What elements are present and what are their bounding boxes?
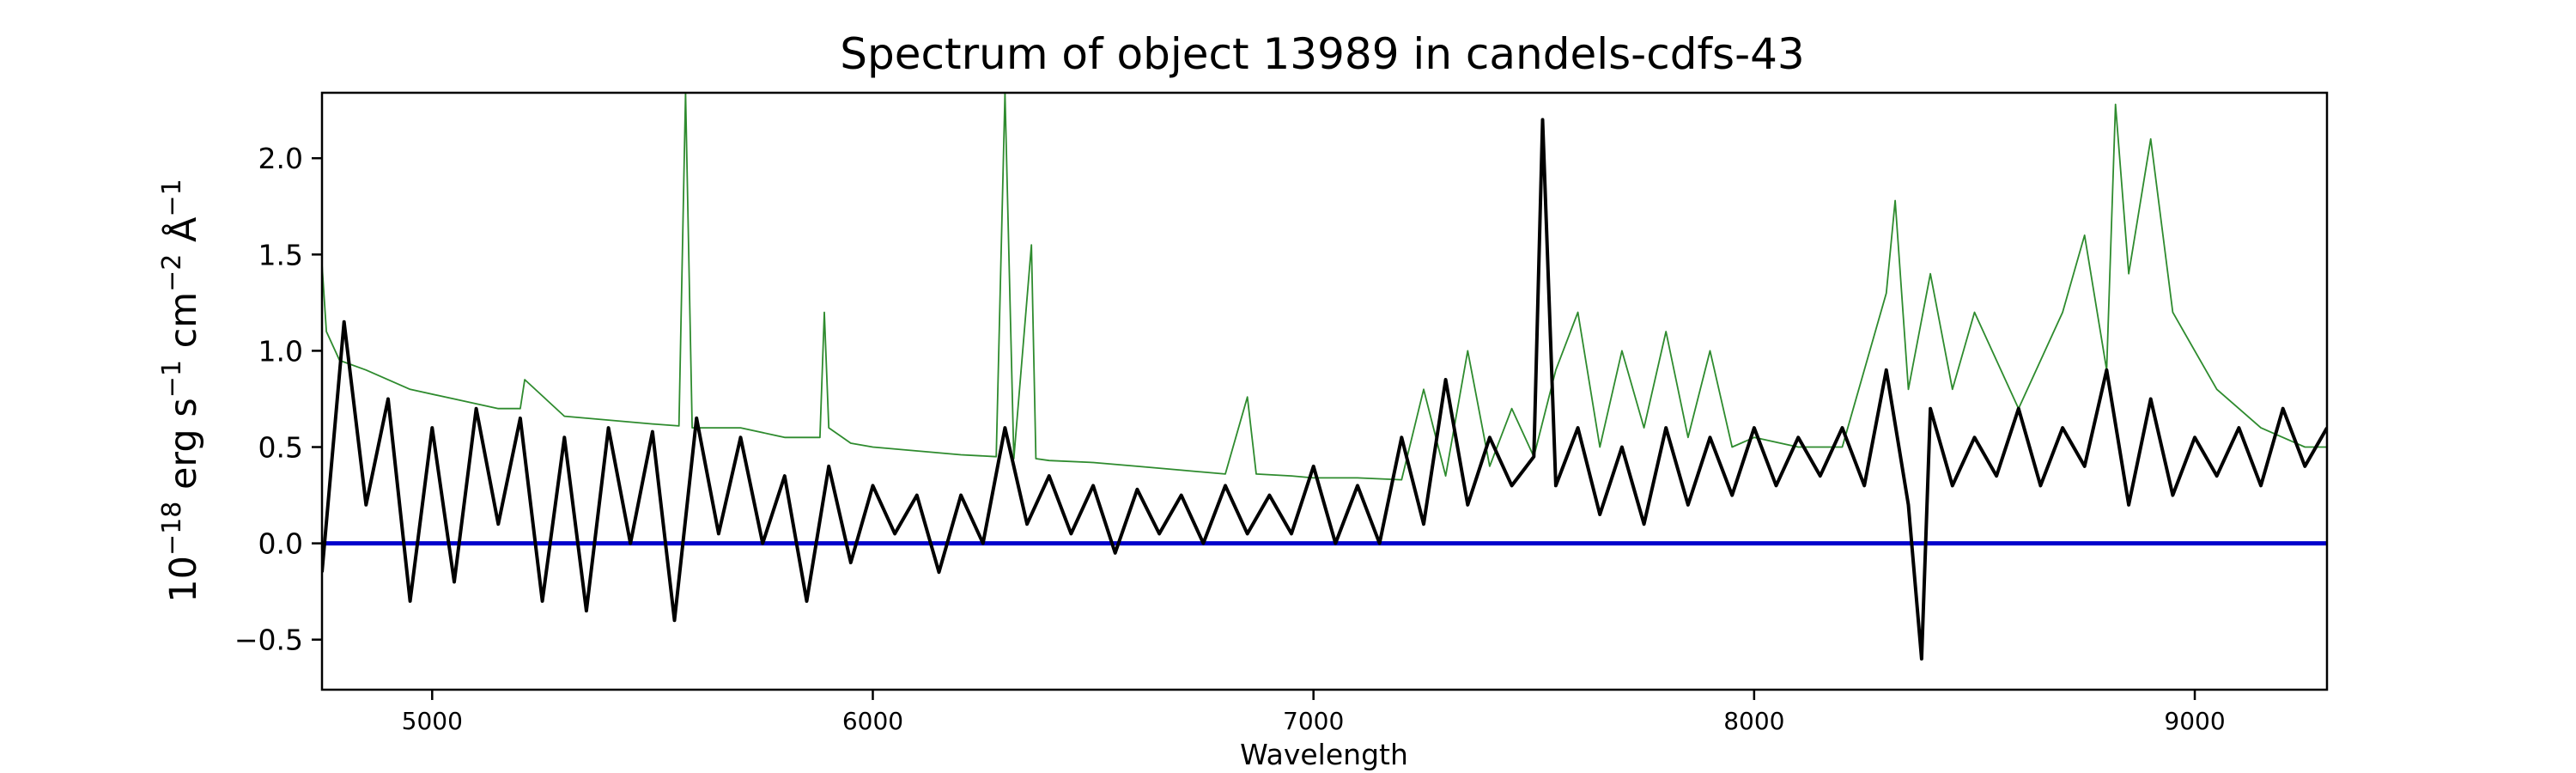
y-tick-label: 2.0 — [258, 142, 303, 175]
error-series-line — [322, 93, 2327, 481]
axes-frame — [320, 91, 2329, 691]
x-axis-label: Wavelength — [1240, 738, 1408, 771]
y-tick-label: 1.5 — [258, 238, 303, 271]
x-axis-ticks: 5000 6000 7000 8000 9000 — [402, 690, 2226, 735]
chart-title: Spectrum of object 13989 in candels-cdfs… — [840, 29, 1805, 79]
y-tick-label: 1.0 — [258, 334, 303, 368]
plot-area — [322, 93, 2327, 661]
y-axis-label: 10−18 erg s−1 cm−2 Å−1 — [157, 179, 205, 602]
y-axis-ticks: −0.5 0.0 0.5 1.0 1.5 2.0 — [234, 142, 322, 657]
x-tick-label: 8000 — [1723, 707, 1784, 735]
x-tick-label: 9000 — [2164, 707, 2225, 735]
y-tick-label: −0.5 — [234, 624, 303, 657]
x-tick-label: 7000 — [1283, 707, 1344, 735]
x-tick-label: 6000 — [842, 707, 903, 735]
y-tick-label: 0.0 — [258, 527, 303, 561]
x-tick-label: 5000 — [402, 707, 463, 735]
error-series-group — [322, 93, 2327, 481]
y-tick-label: 0.5 — [258, 431, 303, 465]
flux-series-group — [322, 118, 2327, 661]
flux-series-line — [322, 118, 2327, 661]
